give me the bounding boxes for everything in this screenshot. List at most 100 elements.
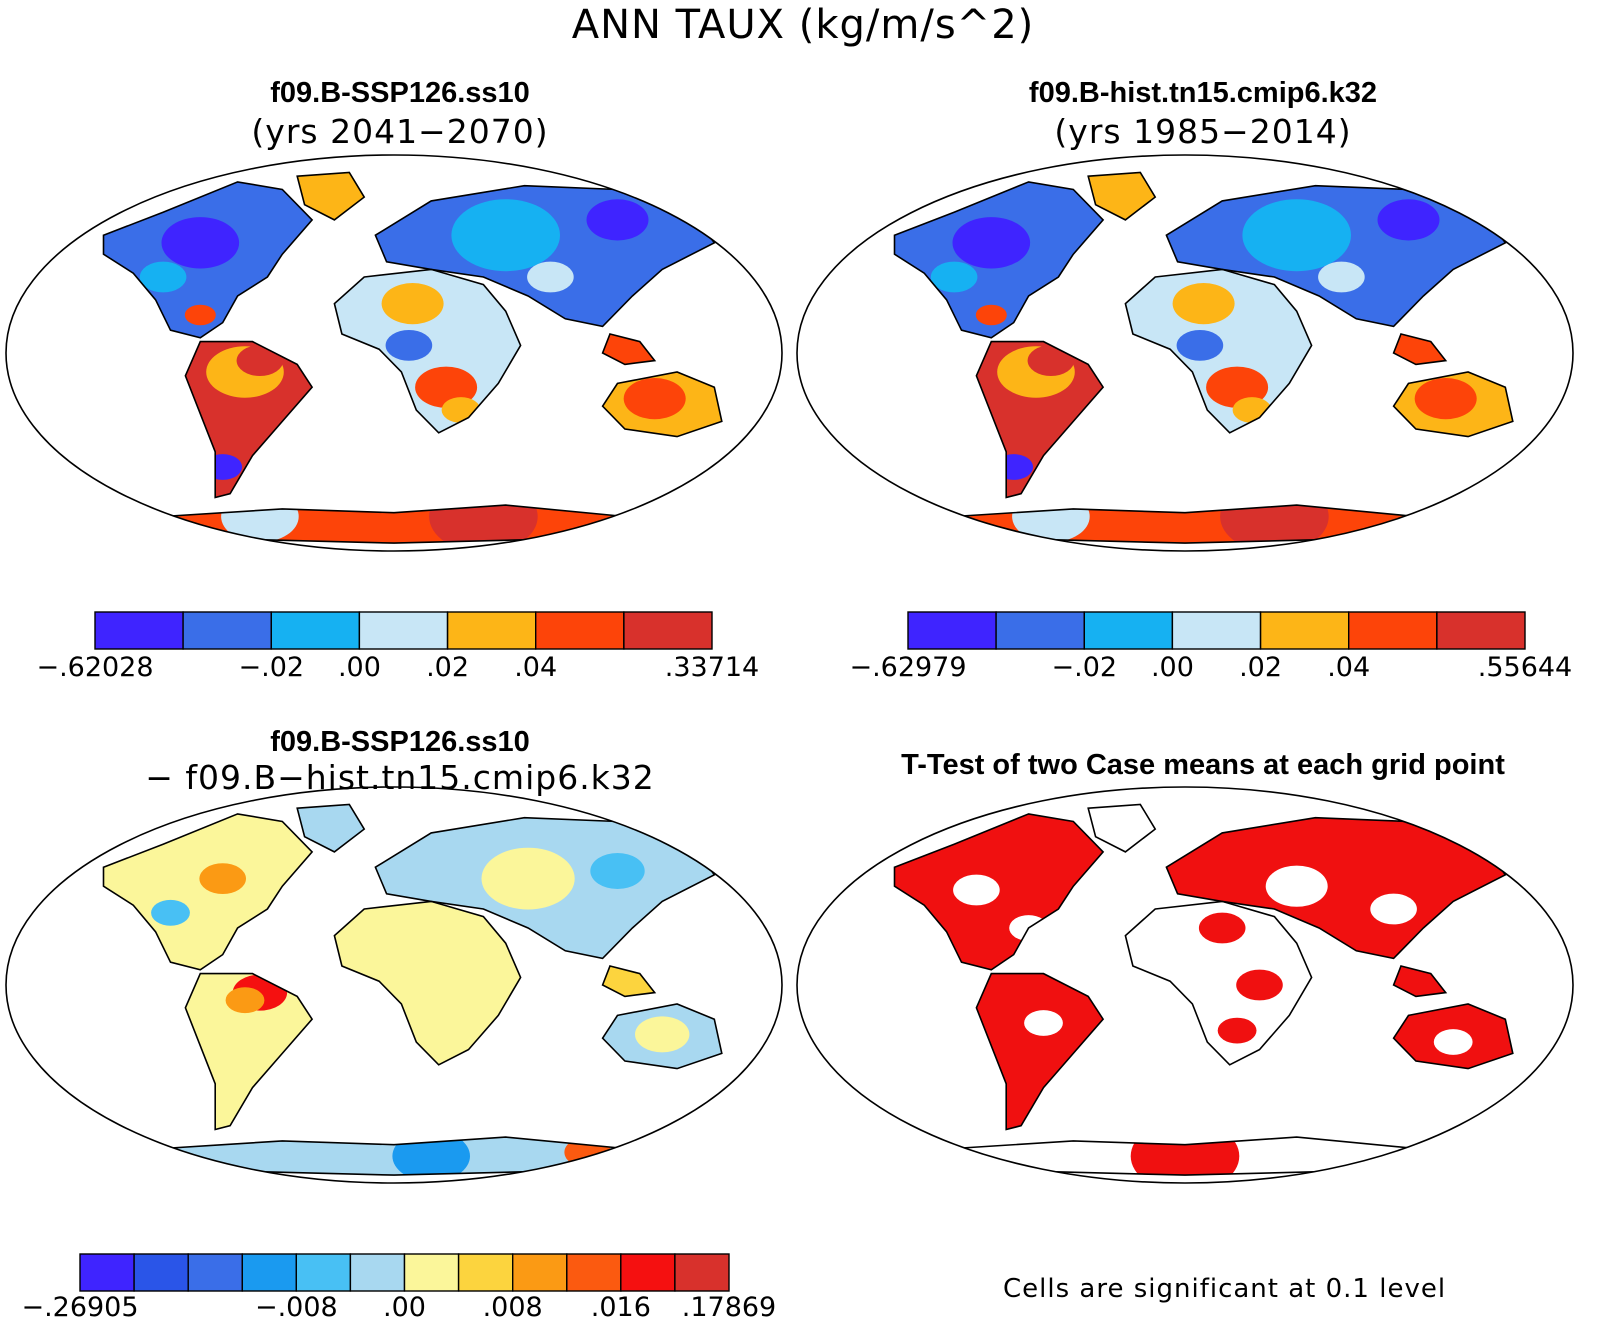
map-panel1 [5, 154, 783, 552]
field-patch [400, 926, 463, 968]
field-patch [161, 217, 240, 269]
colorbar-box [270, 611, 361, 650]
africa-fill [1125, 901, 1312, 1065]
australia-coastline [601, 1003, 723, 1070]
colorbar-box [182, 611, 272, 650]
field-patch [1198, 912, 1246, 944]
colorbar-box [94, 611, 184, 650]
field-patch [952, 217, 1031, 269]
field-patch [1377, 199, 1440, 241]
colorbar-box [241, 1253, 298, 1292]
australia-coastline [1392, 1003, 1514, 1070]
field-patch [225, 987, 265, 1014]
colorbar-tick-label: .00 [1150, 652, 1194, 683]
colorbar-tick-label: −.62028 [36, 652, 154, 683]
maritime-continent-fill [602, 334, 655, 365]
north-america-coastline [893, 181, 1105, 339]
north-america-coastline [893, 813, 1105, 971]
greenland-fill [297, 804, 365, 852]
south-america-coastline [975, 340, 1105, 499]
field-patch [426, 1008, 481, 1045]
south-america-fill [185, 973, 313, 1130]
africa-fill [334, 901, 521, 1065]
field-patch [1265, 865, 1328, 907]
colorbar-tick-label: .008 [482, 1292, 543, 1323]
colorbar-tick-label: .04 [514, 652, 558, 683]
south-america-coastline [184, 340, 314, 499]
field-patch [623, 378, 686, 420]
panel4-title: T-Test of two Case means at each grid po… [901, 749, 1505, 781]
field-patch [953, 874, 1000, 906]
colorbar-panel3 [79, 1253, 730, 1292]
greenland-coastline [1087, 171, 1157, 221]
field-patch [221, 490, 299, 543]
panel2-subtitle: (yrs 1985−2014) [1054, 112, 1352, 151]
field-patch [975, 304, 1007, 326]
africa-coastline [333, 268, 522, 434]
greenland-coastline [296, 171, 366, 221]
colorbar-box [674, 1253, 730, 1292]
maritime-continent-fill [602, 966, 655, 997]
colorbar-tick-label: .00 [337, 652, 381, 683]
field-patch [184, 304, 216, 326]
field-patch [1318, 261, 1365, 293]
north-america-coastline [102, 813, 314, 971]
field-patch [381, 283, 444, 325]
field-patch [1414, 378, 1477, 420]
field-patch [994, 454, 1034, 480]
field-patch [1370, 893, 1417, 925]
maritime-continent-coastline [1392, 333, 1448, 366]
greenland-coastline [1087, 803, 1157, 853]
colorbar-box [358, 611, 449, 650]
colorbar-tick-label: .016 [590, 1292, 651, 1323]
colorbar-box [995, 611, 1085, 650]
south-america-coastline [184, 972, 314, 1131]
panel2-title: f09.B-hist.tn15.cmip6.k32 [1028, 77, 1378, 109]
colorbar-tick-label: .55644 [1477, 652, 1573, 683]
field-patch [481, 847, 575, 910]
colorbar-tick-label: −.26905 [21, 1292, 139, 1323]
colorbar-tick-label: .02 [426, 652, 470, 683]
eurasia-coastline [374, 184, 716, 328]
colorbar-tick-label: .17869 [681, 1292, 777, 1323]
south-america-coastline [975, 972, 1105, 1131]
colorbar-tick-label: .33714 [664, 652, 760, 683]
colorbar-box [349, 1253, 406, 1292]
significance-note: Cells are significant at 0.1 level [1003, 1274, 1447, 1304]
panel3-title: f09.B-SSP126.ss10 [270, 726, 530, 758]
field-patch [1024, 1010, 1063, 1036]
maritime-continent-coastline [601, 965, 657, 998]
field-patch [199, 863, 246, 894]
field-patch [1176, 330, 1224, 361]
colorbar-box [133, 1253, 189, 1292]
map-border [796, 786, 1574, 1184]
colorbar-tick-label: .04 [1327, 652, 1371, 683]
maritime-continent-fill [1393, 334, 1446, 365]
eurasia-coastline [1165, 184, 1507, 328]
field-patch [1433, 1029, 1473, 1055]
colorbar-box [1171, 611, 1262, 650]
panel1-subtitle: (yrs 2041−2070) [251, 112, 549, 151]
colorbar-box [623, 611, 713, 650]
colorbar-box [512, 1253, 568, 1292]
colorbar-box [187, 1253, 243, 1292]
eurasia-fill [1166, 817, 1506, 959]
greenland-coastline [296, 803, 366, 853]
field-patch [635, 1016, 690, 1053]
greenland-fill [1088, 172, 1156, 220]
panel3-subtitle: − f09.B−hist.tn15.cmip6.k32 [145, 758, 655, 797]
field-patch [1027, 345, 1075, 376]
greenland-fill [1088, 804, 1156, 852]
map-border [796, 154, 1574, 552]
colorbar-box [1347, 611, 1438, 650]
main-title: ANN TAUX (kg/m/s^2) [571, 2, 1035, 48]
maritime-continent-fill [1393, 966, 1446, 997]
colorbar-tick-label: .00 [383, 1292, 426, 1323]
colorbar-box [620, 1253, 676, 1292]
colorbar-panel1 [94, 611, 713, 650]
colorbar-tick-label: .02 [1239, 652, 1283, 683]
field-patch [1172, 283, 1235, 325]
colorbar-box [79, 1253, 135, 1292]
colorbar-panel2 [907, 611, 1526, 650]
colorbar-box [457, 1253, 514, 1292]
